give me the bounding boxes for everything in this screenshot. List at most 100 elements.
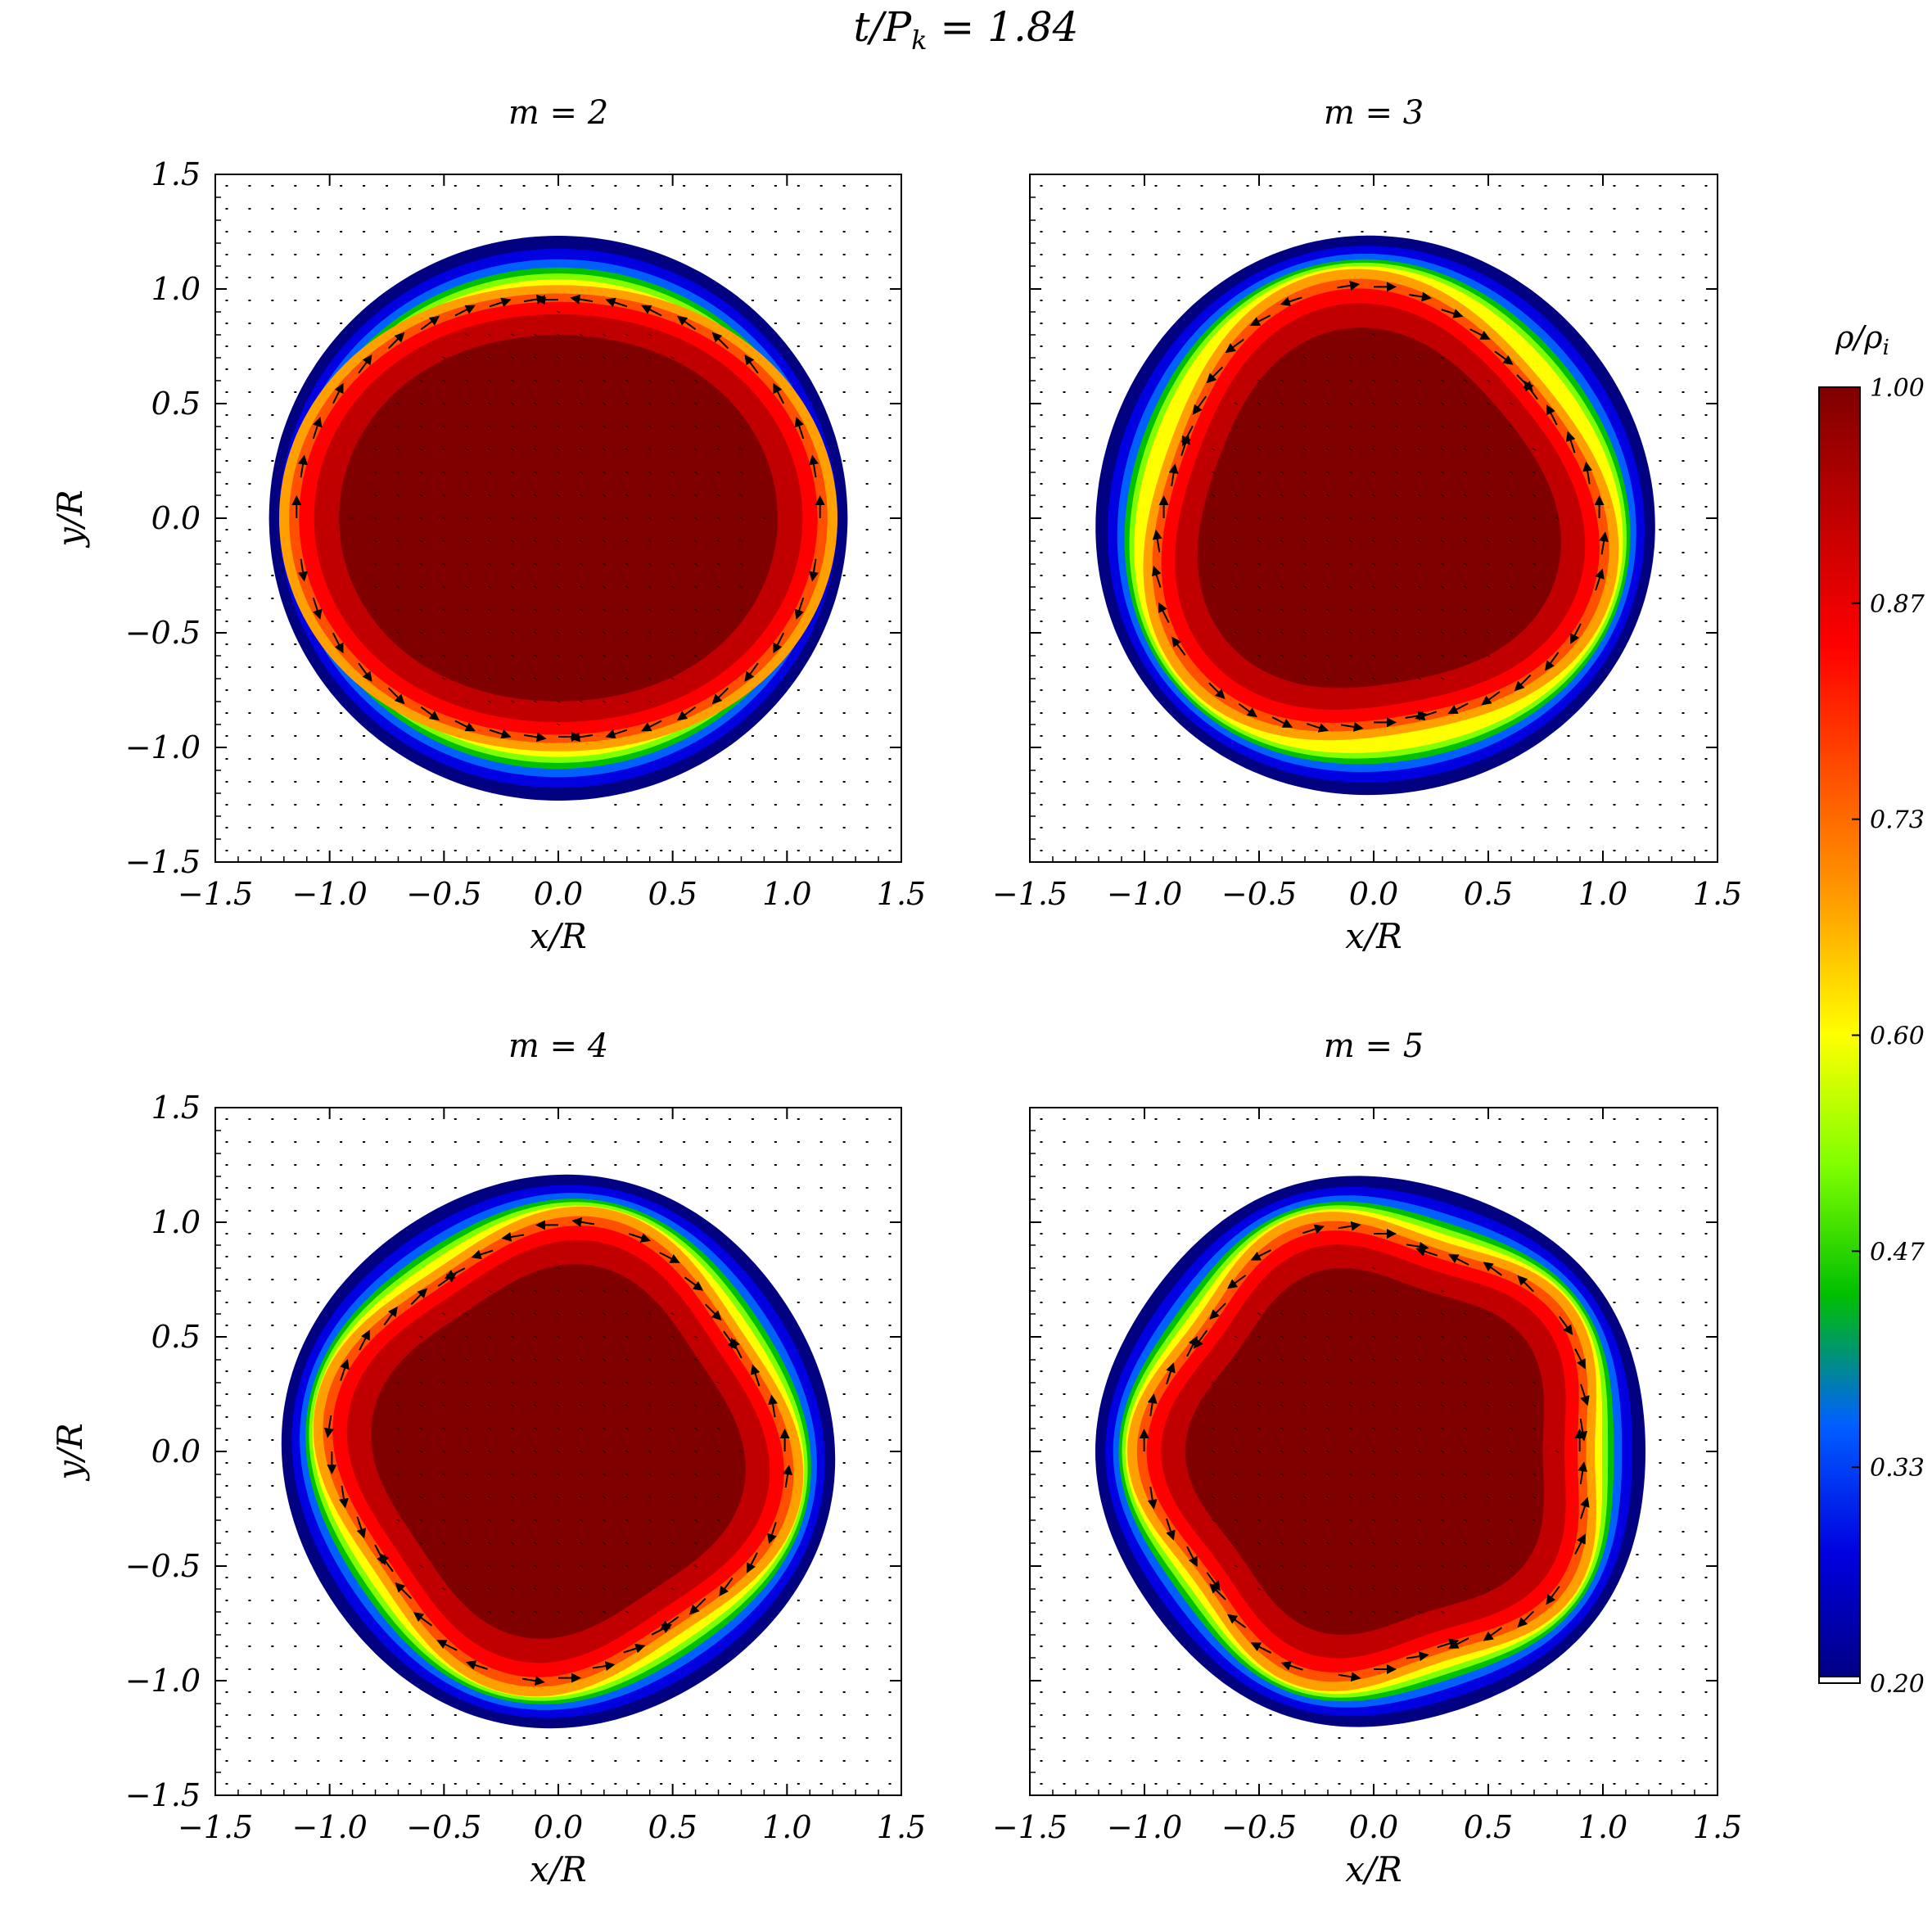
vector-dot	[1371, 356, 1376, 359]
velocity-arrow	[454, 720, 476, 732]
velocity-arrow	[767, 1522, 777, 1545]
vector-dot	[693, 402, 697, 405]
vector-dot	[1463, 1564, 1468, 1568]
vector-dot	[1302, 631, 1307, 634]
vector-dot	[1325, 1519, 1330, 1522]
velocity-arrow	[312, 417, 323, 440]
vector-dot	[373, 539, 377, 543]
vector-dot	[1325, 1381, 1330, 1384]
velocity-arrow	[1250, 1642, 1272, 1654]
vector-dot	[1302, 1404, 1307, 1407]
vector-dot	[1348, 562, 1353, 566]
vector-dot	[1371, 1404, 1376, 1407]
vector-dot	[739, 608, 743, 612]
vector-dot	[648, 1404, 652, 1407]
vector-dot	[625, 1496, 630, 1499]
vector-dot	[487, 1542, 492, 1545]
vector-dot	[1417, 517, 1422, 520]
velocity-arrow	[1180, 434, 1190, 456]
vector-dot	[1280, 608, 1284, 612]
vector-dot	[1486, 448, 1491, 451]
vector-dot	[1417, 585, 1422, 589]
vector-dot	[1257, 379, 1262, 382]
vector-dot	[1371, 1312, 1376, 1316]
velocity-arrow	[1406, 1241, 1429, 1252]
vector-dot	[487, 1358, 492, 1361]
velocity-arrow	[605, 729, 628, 739]
vector-dot	[670, 654, 675, 657]
vector-dot	[1257, 1381, 1262, 1384]
vector-dot	[579, 1312, 584, 1316]
y-tick-label: 1.5	[151, 156, 201, 192]
vector-dot	[396, 539, 400, 543]
vector-dot	[648, 1564, 652, 1568]
vector-dot	[625, 1610, 630, 1614]
vector-dot	[602, 631, 607, 634]
vector-dot	[464, 585, 469, 589]
vector-dot	[1257, 1404, 1262, 1407]
vector-dot	[1280, 448, 1284, 451]
vector-dot	[1257, 1427, 1262, 1430]
vector-dot	[1486, 1519, 1491, 1522]
vector-dot	[1302, 356, 1307, 359]
vector-dot	[373, 562, 377, 566]
vector-dot	[1463, 494, 1468, 497]
vector-dot	[1234, 448, 1239, 451]
vector-dot	[579, 1610, 584, 1614]
vector-dot	[1509, 1564, 1514, 1568]
vector-dot	[1234, 631, 1239, 634]
panel-title: m = 4	[508, 1027, 608, 1065]
vector-dot	[602, 1404, 607, 1407]
vector-dot	[1394, 631, 1399, 634]
vector-dot	[693, 425, 697, 428]
vector-dot	[510, 379, 515, 382]
vector-dot	[1257, 562, 1262, 566]
vector-dot	[1325, 402, 1330, 405]
vector-dot	[533, 1564, 538, 1568]
vector-dot	[533, 379, 538, 382]
vector-dot	[441, 494, 446, 497]
vector-dot	[1280, 1564, 1284, 1568]
velocity-arrow	[676, 706, 697, 721]
vector-dot	[1257, 448, 1262, 451]
panel-m2: −1.5−1.5 −1.0 −1.0 −0.5 −0.5 0.0 0.0 0.5 0.5 1.0 1…	[50, 94, 926, 956]
vector-dot	[1486, 494, 1491, 497]
vector-dot	[1325, 677, 1330, 680]
vector-dot	[579, 654, 584, 657]
vector-dot	[670, 1587, 675, 1591]
vector-dot	[579, 1289, 584, 1293]
vector-dot	[510, 448, 515, 451]
vector-dot	[396, 517, 400, 520]
vector-dot	[1532, 539, 1537, 543]
vector-dot	[419, 1358, 423, 1361]
vector-dot	[602, 1496, 607, 1499]
vector-dot	[510, 1289, 515, 1293]
vector-dot	[464, 425, 469, 428]
vector-dot	[487, 1587, 492, 1591]
velocity-arrow	[1147, 1487, 1158, 1510]
vector-dot	[419, 1335, 423, 1338]
vector-dot	[1211, 1427, 1216, 1430]
y-tick-label: 1.5	[151, 1090, 201, 1126]
vector-dot	[1257, 608, 1262, 612]
vector-dot	[1440, 1335, 1445, 1338]
vector-dot	[487, 539, 492, 543]
colorbar-tick-label: 0.73	[1870, 806, 1925, 835]
vector-dot	[464, 562, 469, 566]
vector-dot	[533, 608, 538, 612]
vector-dot	[510, 471, 515, 474]
figure-title: t/Pk = 1.84	[854, 3, 1079, 56]
vector-dot	[1394, 1564, 1399, 1568]
vector-dot	[510, 585, 515, 589]
vector-dot	[1532, 448, 1537, 451]
vector-dot	[510, 1564, 515, 1568]
x-tick-label: 1.5	[1693, 876, 1742, 912]
vector-dot	[487, 494, 492, 497]
vector-dot	[533, 1587, 538, 1591]
x-tick-label: −1.5	[992, 1809, 1068, 1845]
x-tick-label: −1.0	[1107, 1809, 1182, 1845]
velocity-arrow	[1546, 404, 1558, 426]
vector-dot	[1280, 539, 1284, 543]
vector-dot	[1417, 677, 1422, 680]
density-contour	[1197, 327, 1561, 688]
